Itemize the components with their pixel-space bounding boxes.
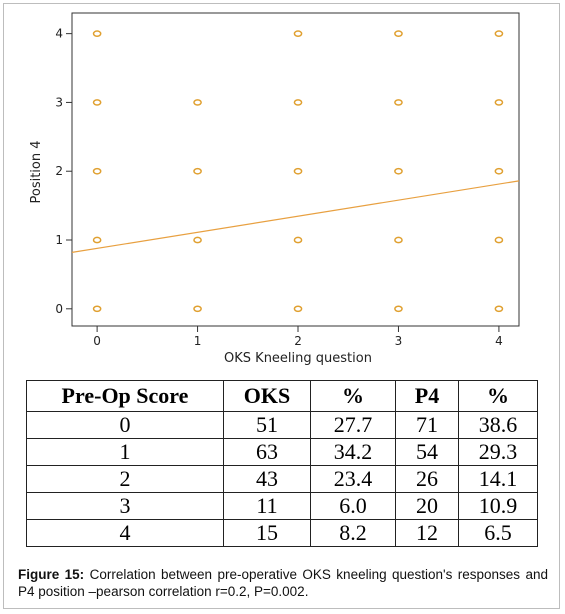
x-axis-title: OKS Kneeling question	[224, 351, 372, 366]
scatter-point	[293, 30, 303, 37]
scatter-point	[293, 305, 303, 313]
table-cell: 29.3	[458, 438, 538, 466]
table-cell: 63	[223, 438, 311, 466]
scatter-point	[293, 236, 303, 244]
scatter-point	[92, 99, 102, 106]
y-tick-label: 3	[55, 95, 63, 109]
table-cell: 71	[395, 411, 459, 439]
scatter-points	[92, 30, 504, 313]
table-cell: 20	[395, 492, 459, 520]
scatter-point	[193, 167, 202, 175]
figure-caption: Figure 15: Correlation between pre-opera…	[18, 566, 548, 600]
scatter-point	[394, 99, 403, 106]
table-cell: 26	[395, 465, 459, 493]
table-cell: 38.6	[458, 411, 538, 439]
table-cell: 6.0	[310, 492, 396, 520]
scatter-point	[494, 305, 504, 313]
scatter-point	[394, 236, 403, 244]
scatter-point	[92, 236, 102, 244]
scatter-point	[293, 99, 303, 106]
fit-line-group	[71, 180, 520, 253]
table-cell: 3	[26, 492, 224, 520]
y-axis-ticks: 0 1 2 3 4	[55, 27, 72, 316]
table-cell: 51	[223, 411, 311, 439]
table-row: 1 63 34.2 54 29.3	[26, 438, 538, 466]
y-tick-label: 2	[55, 164, 63, 178]
table-row: 2 43 23.4 26 14.1	[26, 465, 538, 493]
table-cell: 0	[26, 411, 224, 439]
table-cell: 6.5	[458, 519, 538, 547]
caption-label: Figure 15:	[18, 567, 85, 582]
table-cell: 43	[223, 465, 311, 493]
table-cell: 2	[26, 465, 224, 493]
x-tick-label: 1	[194, 334, 202, 348]
table-cell: 11	[223, 492, 311, 520]
table-cell: 12	[395, 519, 459, 547]
scatter-plot: 0 1 2 3 4 0 1 2 3 4 OKS Kneeling question Positi…	[29, 12, 520, 366]
scatter-point	[193, 236, 202, 244]
header-p4: P4	[395, 380, 459, 412]
x-tick-label: 2	[294, 334, 302, 348]
fit-line	[71, 180, 520, 253]
scatter-point	[92, 30, 102, 37]
scatter-point	[92, 305, 102, 313]
scatter-point	[394, 167, 403, 175]
scatter-point	[92, 167, 102, 175]
table-cell: 34.2	[310, 438, 396, 466]
y-axis-title: Position 4	[29, 140, 44, 203]
table-row: 3 11 6.0 20 10.9	[26, 492, 538, 520]
table-row: 0 51 27.7 71 38.6	[26, 411, 538, 439]
x-axis-ticks: 0 1 2 3 4	[93, 326, 503, 348]
header-p4-percent: %	[458, 380, 538, 412]
scatter-point	[494, 167, 504, 175]
table-cell: 10.9	[458, 492, 538, 520]
header-pre-op-score: Pre-Op Score	[26, 380, 224, 412]
table-cell: 27.7	[310, 411, 396, 439]
score-table: Pre-Op Score OKS % P4 % 0 51 27.7 71 38.…	[26, 380, 538, 547]
y-tick-label: 4	[55, 27, 63, 41]
table-header-row: Pre-Op Score OKS % P4 %	[26, 380, 538, 412]
scatter-point	[394, 305, 403, 313]
scatter-point	[494, 99, 504, 106]
y-tick-label: 0	[55, 302, 63, 316]
table-cell: 54	[395, 438, 459, 466]
x-tick-label: 4	[495, 334, 503, 348]
plot-area-border	[71, 12, 520, 327]
scatter-point	[193, 305, 202, 313]
table-cell: 23.4	[310, 465, 396, 493]
scatter-point	[193, 99, 202, 106]
table-cell: 4	[26, 519, 224, 547]
plot-axes	[71, 12, 520, 327]
x-tick-label: 0	[93, 334, 101, 348]
table-cell: 8.2	[310, 519, 396, 547]
caption-text: Correlation between pre-operative OKS kn…	[18, 567, 548, 599]
scatter-point	[494, 30, 504, 37]
y-tick-label: 1	[55, 233, 63, 247]
header-oks: OKS	[223, 380, 311, 412]
x-tick-label: 3	[395, 334, 403, 348]
scatter-point	[494, 236, 504, 244]
table-cell: 14.1	[458, 465, 538, 493]
header-oks-percent: %	[310, 380, 396, 412]
scatter-point	[394, 30, 403, 37]
table-cell: 1	[26, 438, 224, 466]
scatter-point	[293, 167, 303, 175]
table-row: 4 15 8.2 12 6.5	[26, 519, 538, 547]
table-cell: 15	[223, 519, 311, 547]
